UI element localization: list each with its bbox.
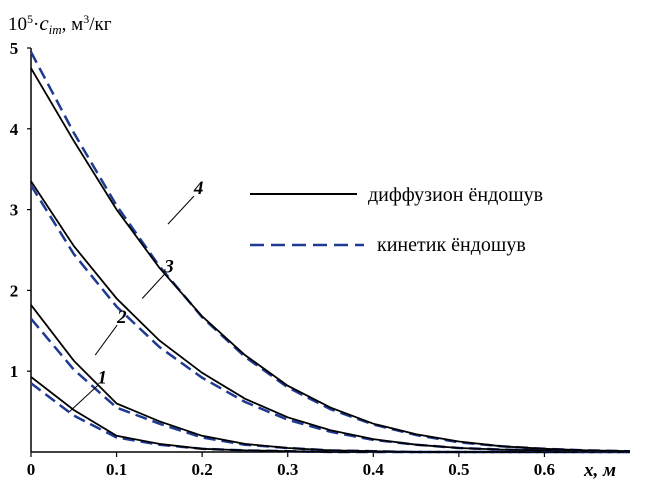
curve-label-leader — [69, 385, 98, 412]
series-line-kinetic-4 — [29, 51, 631, 453]
axes — [30, 48, 630, 453]
y-tick-label: 2 — [10, 281, 19, 300]
y-tick-label: 1 — [10, 362, 19, 381]
y-tick-label: 3 — [10, 201, 19, 220]
x-tick-label: 0.1 — [106, 460, 127, 479]
x-tick-label: 0.3 — [277, 460, 298, 479]
series-line-diffusion-1 — [30, 376, 630, 453]
x-tick-label: 0.6 — [534, 460, 555, 479]
y-ticks: 1 2 3 4 5 — [10, 39, 31, 381]
series-line-diffusion-3 — [30, 180, 631, 453]
series-layer — [29, 51, 631, 454]
curve-label-leader — [167, 195, 195, 225]
series-line-diffusion-2 — [30, 304, 630, 453]
curve-label-4: 4 — [193, 178, 204, 199]
x-tick-label: 0.4 — [363, 460, 385, 479]
y-axis-title: 105·cim, м3/кг — [8, 11, 112, 37]
curve-label-2: 2 — [116, 307, 127, 328]
legend-label-kinetic: кинетик ёндошув — [377, 234, 526, 256]
curve-label-3: 3 — [163, 256, 174, 277]
x-tick-label: 0.5 — [448, 460, 469, 479]
x-axis-title: x, м — [583, 460, 616, 481]
curve-label-1: 1 — [98, 368, 108, 389]
y-tick-label: 5 — [10, 39, 19, 58]
curve-labels: 1 2 3 4 — [69, 178, 204, 412]
series-line-diffusion-4 — [30, 67, 631, 453]
curve-label-leader — [141, 274, 165, 299]
series-line-kinetic-1 — [30, 382, 630, 454]
x-ticks: 0 0.1 0.2 0.3 0.4 0.5 0.6 — [27, 452, 555, 479]
legend: диффузион ёндошув кинетик ёндошув — [250, 184, 543, 256]
legend-label-diffusion: диффузион ёндошув — [368, 184, 543, 206]
y-tick-label: 4 — [10, 120, 19, 139]
curve-label-leader — [94, 324, 118, 356]
x-tick-label: 0 — [27, 460, 36, 479]
x-tick-label: 0.2 — [192, 460, 213, 479]
